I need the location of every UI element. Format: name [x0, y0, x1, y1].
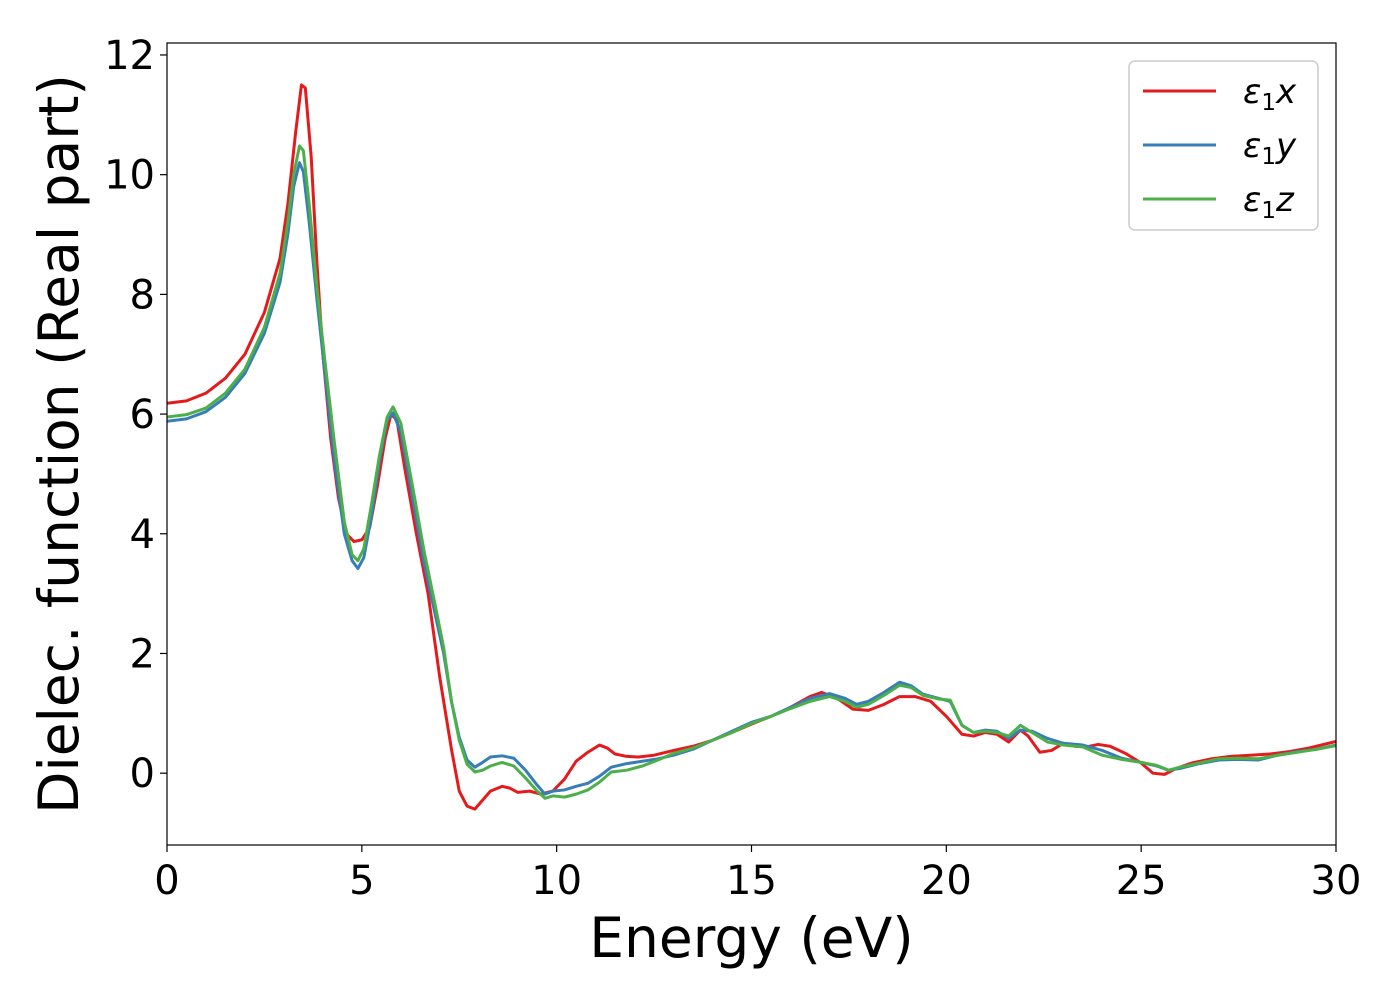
series-layer: [167, 83, 1336, 811]
y-axis-title: Dielec. function (Real part): [27, 74, 91, 814]
x-axis-title: Energy (eV): [589, 906, 913, 970]
x-tick-label: 15: [726, 858, 777, 904]
legend-label-x: ε1x: [1243, 72, 1297, 116]
series-line-y: [167, 161, 1336, 796]
legend-label-y: ε1y: [1243, 126, 1297, 170]
legend: ε1x ε1y ε1z: [1128, 60, 1319, 231]
y-tick-label: 10: [104, 153, 155, 199]
x-tick-label: 10: [531, 858, 582, 904]
y-tick-label: 6: [130, 392, 155, 438]
ticks-layer: 0 5 10 15 20 25 30 0 2 4 6 8 10 12: [104, 33, 1361, 904]
x-tick-label: 25: [1116, 858, 1167, 904]
x-tick-label: 20: [921, 858, 972, 904]
x-tick-label: 0: [154, 858, 179, 904]
y-tick-label: 2: [130, 631, 155, 677]
x-tick-label: 5: [349, 858, 374, 904]
legend-label-z: ε1z: [1243, 180, 1295, 224]
legend-box: [1128, 60, 1319, 231]
y-tick-label: 4: [130, 512, 155, 558]
x-tick-label: 30: [1311, 858, 1362, 904]
series-line-z: [167, 144, 1336, 800]
y-tick-label: 12: [104, 33, 155, 79]
y-tick-label: 8: [130, 272, 155, 318]
y-tick-label: 0: [130, 751, 155, 797]
